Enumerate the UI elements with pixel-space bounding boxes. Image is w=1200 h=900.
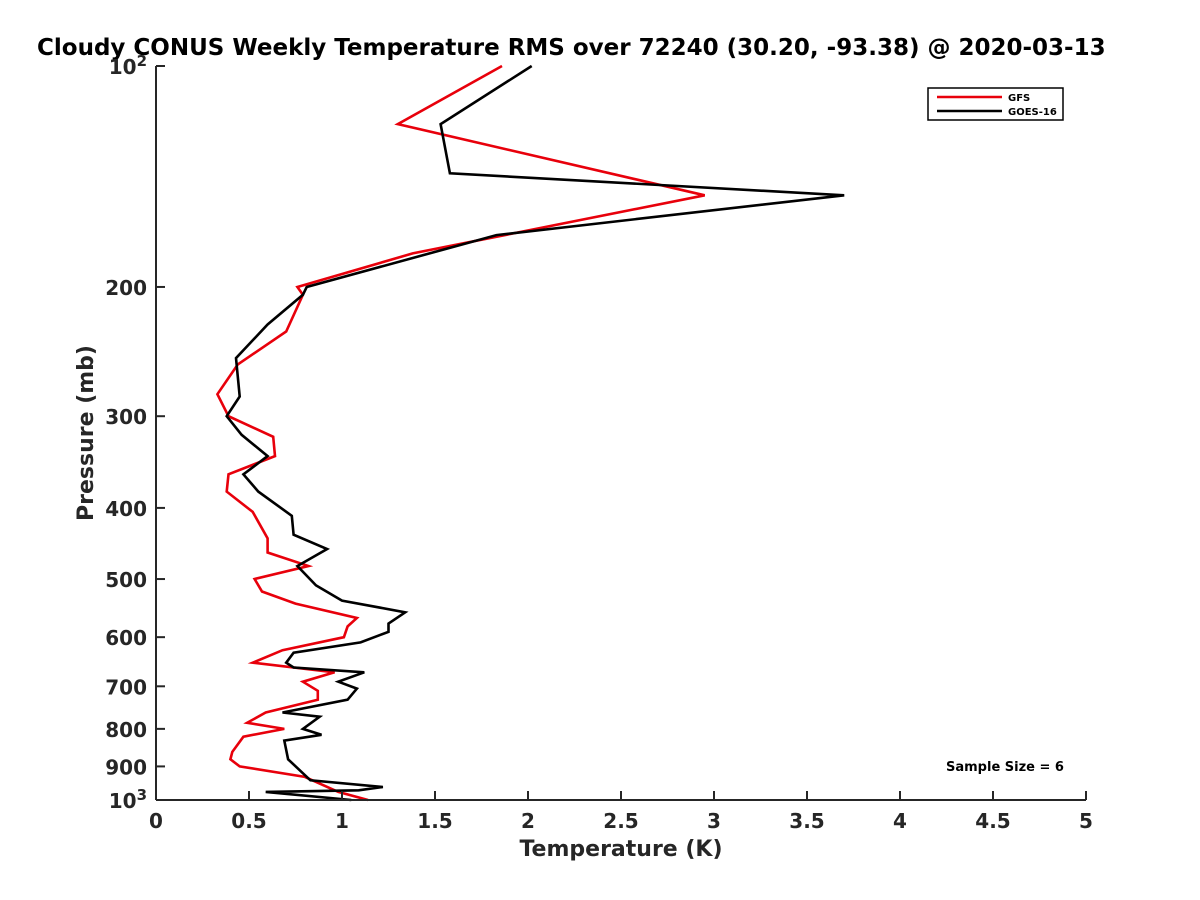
legend-label-gfs: GFS bbox=[1008, 93, 1030, 104]
legend-box bbox=[927, 87, 1064, 121]
x-tick-label: 3.5 bbox=[789, 809, 824, 833]
legend-label-goes16: GOES-16 bbox=[1008, 107, 1057, 118]
x-tick-label: 1.5 bbox=[417, 809, 452, 833]
x-tick-label: 4 bbox=[893, 809, 907, 833]
x-axis-title: Temperature (K) bbox=[519, 837, 722, 862]
x-tick-label: 5 bbox=[1079, 809, 1093, 833]
plot-area: 0 0.5 1 1.5 2 2.5 3 3.5 4 4.5 5 102 200 300 400 500 600… bbox=[105, 52, 1093, 833]
x-tick-label: 0.5 bbox=[231, 809, 266, 833]
y-tick-label: 103 bbox=[109, 786, 147, 813]
sample-size-annotation: Sample Size = 6 bbox=[946, 760, 1064, 775]
y-tick-label: 300 bbox=[105, 405, 147, 429]
x-tick-label: 2 bbox=[521, 809, 535, 833]
x-tick-label: 4.5 bbox=[975, 809, 1010, 833]
series-layer bbox=[215, 64, 845, 802]
series-line-goes16 bbox=[225, 64, 845, 802]
x-tick-label: 0 bbox=[149, 809, 163, 833]
x-tick-label: 2.5 bbox=[603, 809, 638, 833]
x-tick-label: 3 bbox=[707, 809, 721, 833]
y-tick-label: 500 bbox=[105, 568, 147, 592]
legend: GFS GOES-16 bbox=[927, 87, 1064, 121]
y-tick-label: 200 bbox=[105, 276, 147, 300]
y-tick-label: 600 bbox=[105, 626, 147, 650]
y-tick-label: 400 bbox=[105, 497, 147, 521]
y-tick-label: 800 bbox=[105, 718, 147, 742]
y-tick-label: 900 bbox=[105, 755, 147, 779]
series-line-gfs bbox=[215, 64, 705, 802]
x-ticks: 0 0.5 1 1.5 2 2.5 3 3.5 4 4.5 5 bbox=[149, 791, 1093, 833]
y-tick-label: 700 bbox=[105, 675, 147, 699]
y-ticks: 102 200 300 400 500 600 700 800 900 103 bbox=[105, 52, 165, 813]
y-axis-title: Pressure (mb) bbox=[74, 345, 99, 521]
chart-title: Cloudy CONUS Weekly Temperature RMS over… bbox=[37, 35, 1106, 61]
x-tick-label: 1 bbox=[335, 809, 349, 833]
y-tick-label: 102 bbox=[109, 52, 147, 79]
